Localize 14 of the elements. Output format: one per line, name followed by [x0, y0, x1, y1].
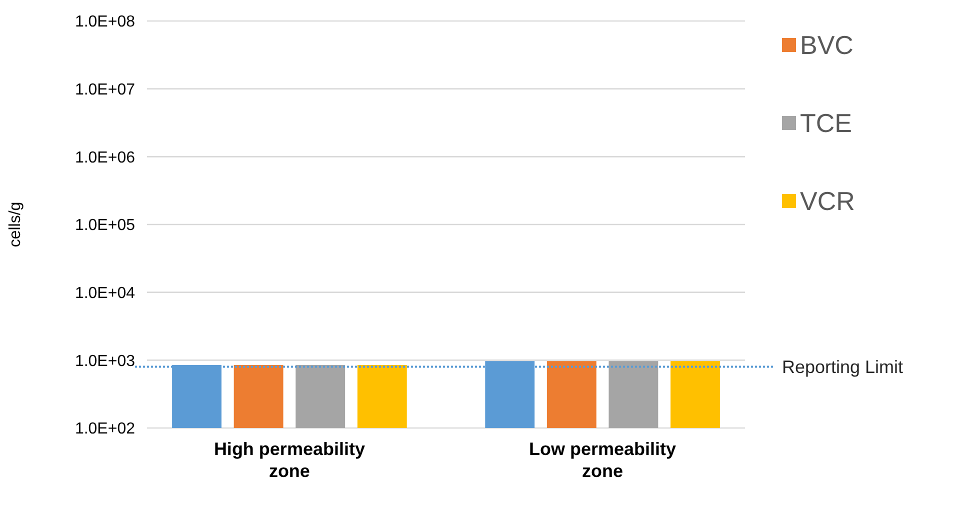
y-tick-label: 1.0E+06 [74, 149, 136, 166]
x-tick-label: High permeability zone [214, 439, 365, 481]
legend-label: BVC [800, 30, 854, 60]
y-tick-label: 1.0E+04 [74, 284, 136, 302]
y-axis-title: cells/g [7, 202, 24, 248]
ref-line-label: Reporting Limit [782, 357, 904, 378]
y-tick-label: 1.0E+05 [74, 217, 136, 234]
x-tick-label: Low permeability zone [529, 439, 676, 481]
legend-label: VCR [800, 186, 855, 216]
y-tick-label: 1.0E+02 [74, 420, 136, 438]
y-tick-label: 1.0E+07 [74, 81, 136, 98]
legend-label: TCE [800, 108, 852, 138]
y-tick-label: 1.0E+03 [74, 352, 136, 370]
y-tick-label: 1.0E+08 [74, 14, 136, 31]
